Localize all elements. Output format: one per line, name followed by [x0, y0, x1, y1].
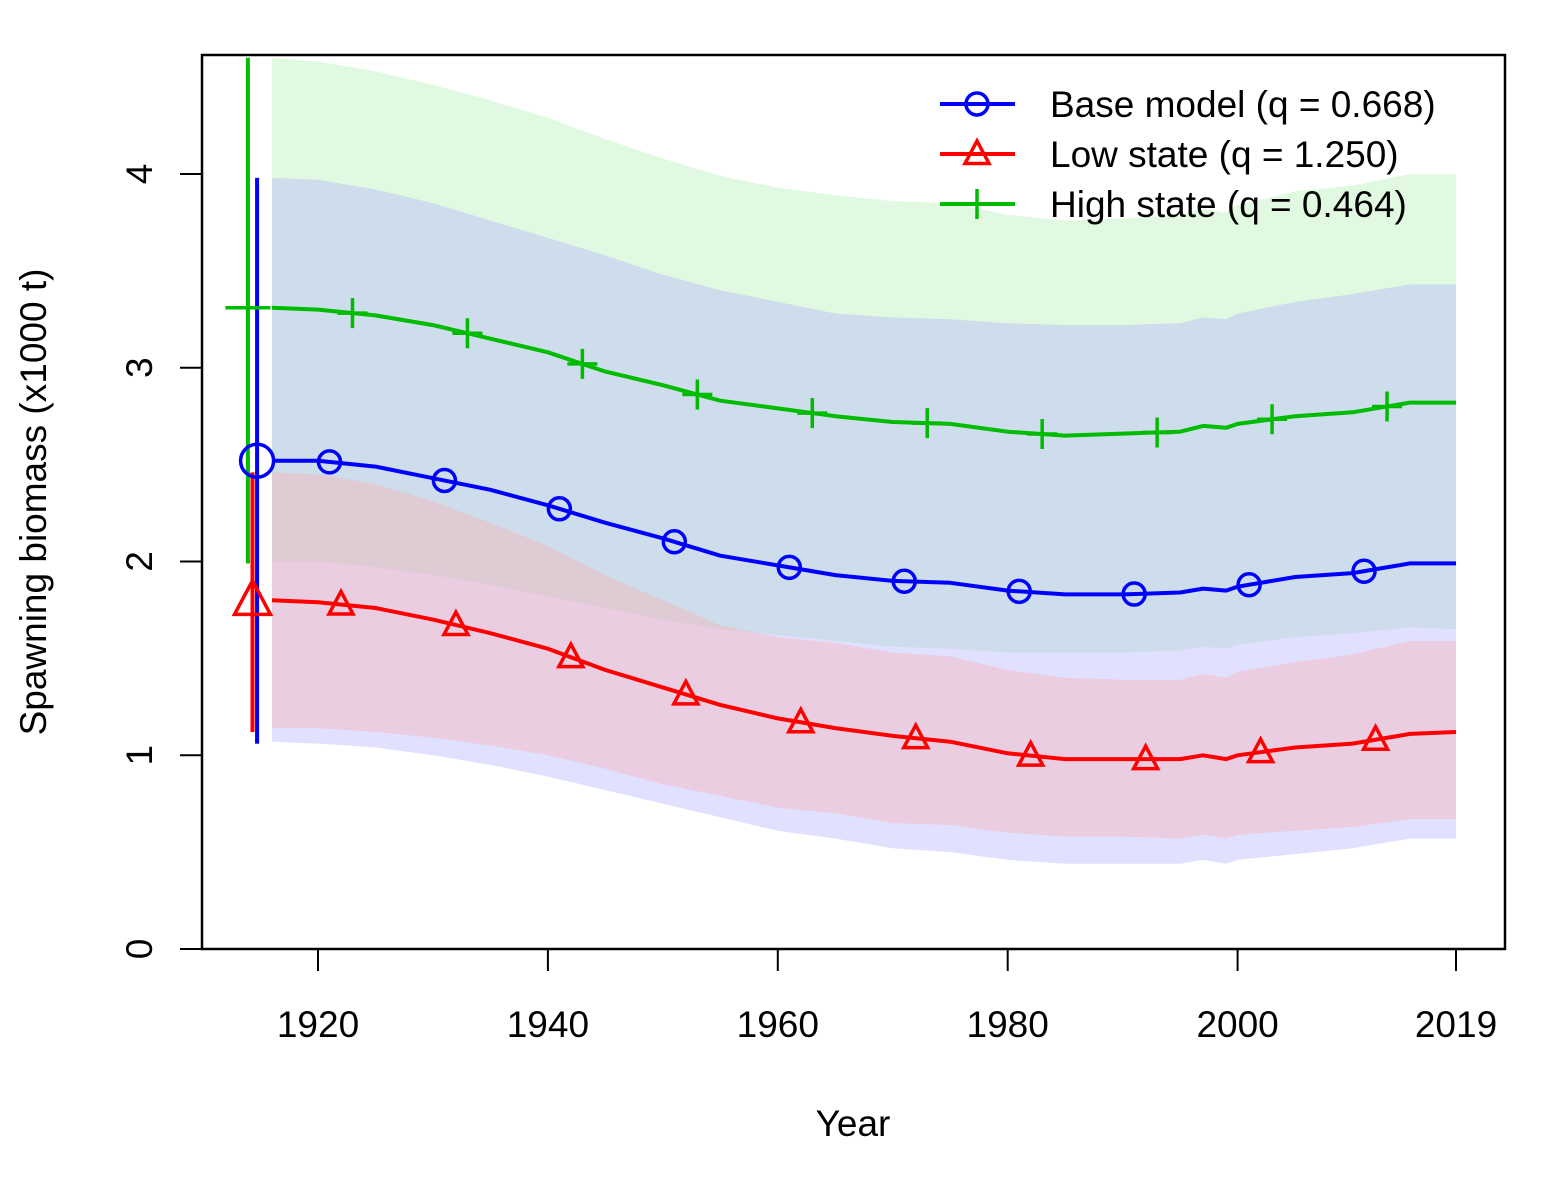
virgin-biomass-error-bars	[245, 57, 260, 744]
marker-base-6	[1006, 578, 1032, 605]
y-tick-label-1: 1	[119, 745, 160, 766]
marker-low-7	[1130, 742, 1161, 771]
band-low	[272, 472, 1456, 839]
marker-base-7	[1121, 581, 1147, 607]
legend-marker-low	[962, 137, 992, 166]
marker-base-1	[431, 467, 458, 494]
confidence-bands	[272, 57, 1456, 864]
marker-high-6	[1027, 419, 1058, 450]
y-tick-label-2: 2	[119, 551, 160, 572]
x-tick-label-1960: 1960	[737, 1004, 819, 1045]
legend: Base model (q = 0.668) Low state (q = 1.2…	[940, 84, 1436, 225]
legend-marker-high	[962, 189, 992, 219]
virgin-marker-base	[238, 442, 276, 479]
marker-base-3	[661, 528, 688, 555]
marker-high-8	[1257, 404, 1288, 435]
marker-low-9	[1360, 723, 1391, 751]
legend-label-base: Base model (q = 0.668)	[1050, 84, 1436, 125]
marker-base-4	[776, 554, 803, 581]
marker-low-0	[326, 587, 356, 616]
legend-marker-base	[964, 91, 990, 117]
marker-base-8	[1236, 572, 1262, 598]
marker-high-9	[1372, 391, 1403, 422]
legend-label-high: High state (q = 0.464)	[1050, 184, 1407, 225]
marker-high-4	[797, 398, 828, 429]
marker-high-2	[567, 348, 598, 379]
marker-high-7	[1142, 417, 1173, 448]
x-tick-label-1920: 1920	[277, 1004, 359, 1045]
x-tick-label-2019: 2019	[1415, 1004, 1497, 1045]
series-line-base	[272, 458, 1456, 597]
x-axis-label: Year	[816, 1103, 891, 1144]
marker-high-0	[337, 298, 368, 329]
marker-low-4	[785, 705, 816, 734]
virgin-marker-low	[231, 577, 274, 617]
marker-low-5	[900, 721, 931, 750]
series-markers	[225, 285, 1403, 771]
marker-low-3	[670, 677, 701, 706]
y-axis: 0 1 2 3 4	[119, 164, 203, 960]
x-tick-label-1940: 1940	[507, 1004, 589, 1045]
virgin-marker-high	[225, 285, 271, 331]
marker-low-2	[555, 640, 586, 669]
band-base	[272, 177, 1456, 864]
x-tick-label-2000: 2000	[1196, 1004, 1278, 1045]
x-tick-label-1980: 1980	[967, 1004, 1049, 1045]
marker-base-9	[1351, 558, 1377, 584]
x-axis: 1920 1940 1960 1980 2000 2019	[277, 948, 1497, 1045]
marker-low-1	[441, 608, 471, 637]
marker-high-3	[682, 379, 713, 410]
y-tick-label-0: 0	[119, 939, 160, 960]
marker-high-5	[912, 408, 943, 439]
marker-high-1	[452, 318, 483, 349]
marker-base-2	[546, 496, 573, 522]
legend-label-low: Low state (q = 1.250)	[1050, 134, 1399, 175]
marker-base-5	[891, 568, 917, 595]
y-tick-label-3: 3	[119, 357, 160, 378]
marker-base-0	[316, 449, 343, 475]
y-axis-label: Spawning biomass (x1000 t)	[13, 269, 54, 736]
marker-low-6	[1015, 738, 1046, 767]
marker-low-8	[1245, 735, 1276, 764]
y-tick-label-4: 4	[119, 164, 160, 185]
